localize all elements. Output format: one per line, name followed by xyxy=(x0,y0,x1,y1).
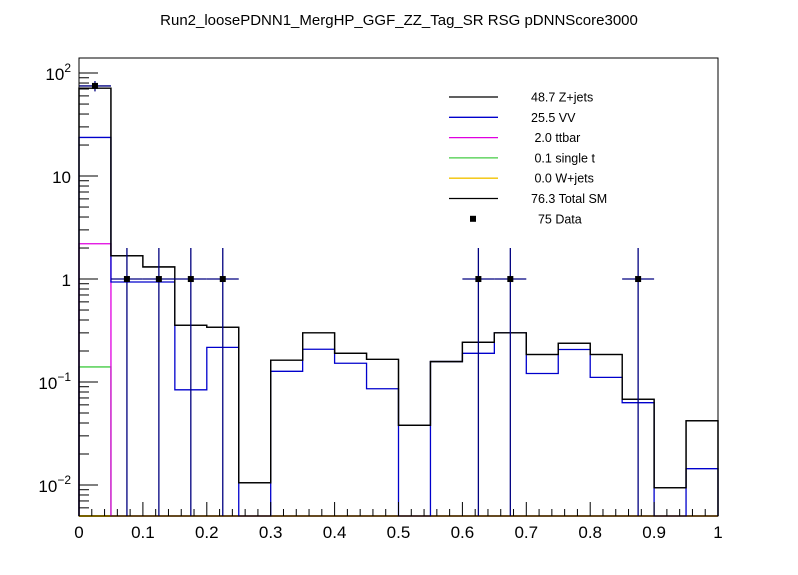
y-tick-label: 10 xyxy=(52,168,71,187)
legend-label: 0.1 single t xyxy=(531,151,595,165)
x-tick-label: 0.6 xyxy=(451,523,475,542)
legend-entry: 0.0 W+jets xyxy=(449,172,594,186)
legend-entry: 48.7 Z+jets xyxy=(449,91,593,105)
x-tick-label: 0.9 xyxy=(642,523,666,542)
x-tick-label: 0.7 xyxy=(514,523,538,542)
data-points xyxy=(79,81,655,516)
legend-label: 2.0 ttbar xyxy=(531,131,580,145)
chart-title: Run2_loosePDNN1_MergHP_GGF_ZZ_Tag_SR RSG… xyxy=(160,12,638,29)
y-tick-exponent: −2 xyxy=(57,473,71,487)
x-tick-label: 1 xyxy=(713,523,722,542)
data-point xyxy=(622,248,655,516)
legend: 48.7 Z+jets 25.5 VV 2.0 ttbar 0.1 single … xyxy=(449,91,607,226)
legend-entry-data: 75 Data xyxy=(470,212,582,226)
data-marker xyxy=(219,276,226,283)
data-marker xyxy=(187,276,194,283)
hist-vv xyxy=(78,136,719,517)
x-tick-label: 0.1 xyxy=(131,523,155,542)
x-tick-label: 0.4 xyxy=(323,523,347,542)
data-point xyxy=(79,81,111,92)
x-tick-label: 0 xyxy=(74,523,83,542)
legend-label: 0.0 W+jets xyxy=(531,172,594,186)
axes: 0 0.1 0.2 0.3 0.4 0.5 0.6 0.7 0.8 0.9 110210110−11… xyxy=(38,57,723,542)
legend-label: 75 Data xyxy=(531,212,582,226)
x-tick-label: 0.5 xyxy=(387,523,411,542)
x-tick-label: 0.3 xyxy=(259,523,283,542)
data-marker xyxy=(635,276,642,283)
legend-marker-swatch xyxy=(470,215,476,222)
data-point xyxy=(174,248,207,516)
y-tick-exponent: −1 xyxy=(57,370,71,384)
data-marker xyxy=(507,276,514,283)
legend-label: 48.7 Z+jets xyxy=(531,91,593,105)
y-tick-base: 10 xyxy=(45,65,64,84)
x-tick-label: 0.8 xyxy=(578,523,602,542)
y-tick-label: 1 xyxy=(62,271,71,290)
x-tick-label: 0.2 xyxy=(195,523,219,542)
data-point xyxy=(206,248,239,516)
y-tick-exponent: 2 xyxy=(64,61,71,75)
data-marker xyxy=(123,276,130,283)
histograms xyxy=(78,87,719,517)
hist-total-sm xyxy=(78,87,719,516)
y-tick-label: 10−1 xyxy=(38,370,71,393)
data-point xyxy=(110,248,143,516)
data-point xyxy=(142,248,175,516)
data-marker xyxy=(91,82,98,89)
legend-entry: 76.3 Total SM xyxy=(449,192,607,206)
legend-label: 76.3 Total SM xyxy=(531,192,607,206)
legend-entry: 2.0 ttbar xyxy=(449,131,580,145)
legend-entry: 0.1 single t xyxy=(449,151,595,165)
legend-entry: 25.5 VV xyxy=(449,111,576,125)
data-marker xyxy=(475,276,482,283)
y-tick-label: 10−2 xyxy=(38,473,71,496)
y-tick-base: 10 xyxy=(38,374,57,393)
data-point xyxy=(462,248,495,516)
data-marker xyxy=(155,276,162,283)
data-point xyxy=(494,248,527,516)
y-tick-label: 102 xyxy=(45,61,71,84)
y-tick-base: 10 xyxy=(38,477,57,496)
legend-label: 25.5 VV xyxy=(531,111,576,125)
